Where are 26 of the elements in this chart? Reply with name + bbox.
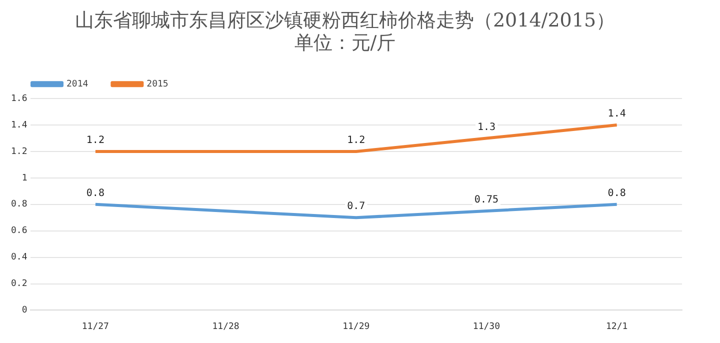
chart-title: 山东省聊城市东昌府区沙镇硬粉西红柿价格走势（2014/2015） [74, 9, 616, 32]
legend-label: 2014 [66, 79, 88, 90]
x-tick-label: 11/30 [472, 322, 500, 332]
y-tick-label: 0.2 [10, 279, 28, 290]
y-tick-label: 0 [22, 306, 28, 316]
legend-label: 2015 [146, 79, 168, 90]
x-tick-label: 11/29 [342, 322, 370, 332]
y-tick-label: 0.4 [10, 252, 28, 263]
x-tick-label: 11/28 [212, 322, 240, 332]
chart-subtitle: 单位：元/斤 [294, 32, 396, 54]
data-label: 1.4 [608, 108, 626, 120]
y-tick-label: 1.6 [10, 94, 28, 104]
y-tick-label: 1.2 [10, 146, 28, 157]
y-tick-label: 0.8 [10, 200, 28, 210]
y-tick-label: 1 [22, 173, 28, 184]
data-label: 0.8 [608, 188, 626, 199]
data-label: 0.7 [347, 201, 366, 212]
data-label: 1.2 [347, 135, 366, 146]
y-tick-label: 1.4 [10, 120, 28, 130]
y-tick-label: 0.6 [10, 226, 28, 236]
x-tick-label: 12/1 [606, 322, 628, 332]
x-tick-label: 11/27 [82, 322, 109, 332]
data-label: 1.3 [477, 122, 496, 133]
data-label: 1.2 [86, 135, 104, 146]
data-label: 0.75 [474, 194, 499, 206]
data-label: 0.8 [86, 188, 104, 199]
